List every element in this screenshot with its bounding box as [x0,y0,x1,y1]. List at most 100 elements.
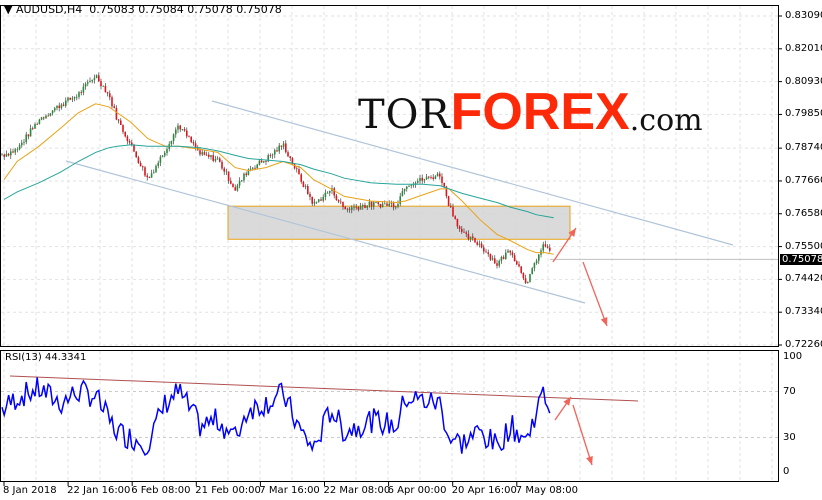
channel-lower-line [65,160,586,304]
candle-body [175,129,177,135]
candle-body [502,257,505,259]
candle-body [522,272,525,279]
candle-body [225,171,228,173]
candle-body [434,176,437,179]
candle-body [311,196,313,204]
price-tick-label: 0.72260 [785,339,822,350]
candle-body [531,268,533,275]
candle-body [300,174,302,182]
candle-body [126,136,129,142]
time-tick-label: 7 May 08:00 [515,485,579,496]
candle-body [390,203,393,205]
candle-body [161,155,164,157]
candle-body [166,148,168,153]
candle-body [38,119,41,124]
candle-body [256,164,258,169]
candle-body [82,86,85,93]
candle-body [43,117,45,119]
candle-body [282,143,285,147]
candle-body [21,142,23,146]
candle-body [370,201,373,207]
candle-body [201,152,203,155]
candle-body [252,167,254,169]
candle-body [476,242,478,245]
candle-body [291,157,294,165]
candle-body [60,104,63,108]
candle-body [445,186,448,197]
candle-body [84,83,87,87]
candle-body [406,186,408,189]
candle-body [542,244,544,251]
candle-body [529,274,531,282]
candle-body [340,201,342,203]
torforex-logo: TOR FOREX .com [358,86,703,138]
candle-body [194,143,197,148]
candle-body [267,155,269,162]
candle-body [148,177,151,178]
candle-body [456,218,459,227]
candle-body [115,107,118,120]
candle-body [351,207,353,210]
candle-body [489,253,492,260]
time-tick-label: 6 Feb 08:00 [131,485,191,496]
candle-body [313,201,316,204]
candle-body [120,120,122,126]
candle-body [188,136,190,138]
candle-body [183,129,186,131]
rsi-tick-label: 70 [783,385,796,397]
candle-body [465,232,467,234]
candle-body [384,203,386,205]
candle-body [410,185,412,187]
candle-body [142,166,144,168]
candle-body [397,203,399,207]
candle-body [322,197,324,201]
candle-body [520,266,522,273]
candle-body [318,199,320,202]
candle-body [177,125,179,130]
time-tick-label: 22 Jan 16:00 [67,485,131,496]
candle-body [368,201,371,206]
candle-body [7,153,10,156]
candle-body [346,208,349,210]
candle-body [241,180,243,182]
candle-body [227,171,230,181]
candle-body [212,155,214,161]
candle-body [425,176,428,180]
candle-body [326,192,329,194]
candle-body [549,247,551,251]
candle-body [443,182,445,187]
candle-body [133,144,135,152]
candle-body [111,97,113,107]
candle-body [12,151,14,153]
candle-body [452,207,454,217]
candle-body [450,206,452,208]
candle-body [337,200,340,202]
time-tick-label: 8 Jan 2018 [3,485,57,496]
candle-body [18,145,21,150]
rsi-arrow-down [572,404,593,466]
candle-body [106,92,109,94]
chart-header: ▼ AUDUSD,H4 0.75083 0.75084 0.75078 0.75… [4,3,282,16]
candle-body [5,153,8,157]
candle-body [375,202,377,204]
candle-body [487,252,489,254]
candle-body [359,206,362,210]
candle-body [535,260,538,264]
candle-body [219,158,221,162]
candle-body [366,205,368,208]
open-value: 0.75083 [89,3,135,16]
symbol: AUDUSD,H4 [15,3,83,16]
candle-body [469,236,472,239]
candle-body [355,206,357,208]
candle-body [436,173,439,177]
candle-body [76,96,78,98]
candle-body [430,177,432,178]
candle-body [467,233,470,239]
candle-body [509,250,511,253]
candle-body [278,145,280,152]
ma-slow-line [3,144,554,219]
candle-body [102,85,104,87]
